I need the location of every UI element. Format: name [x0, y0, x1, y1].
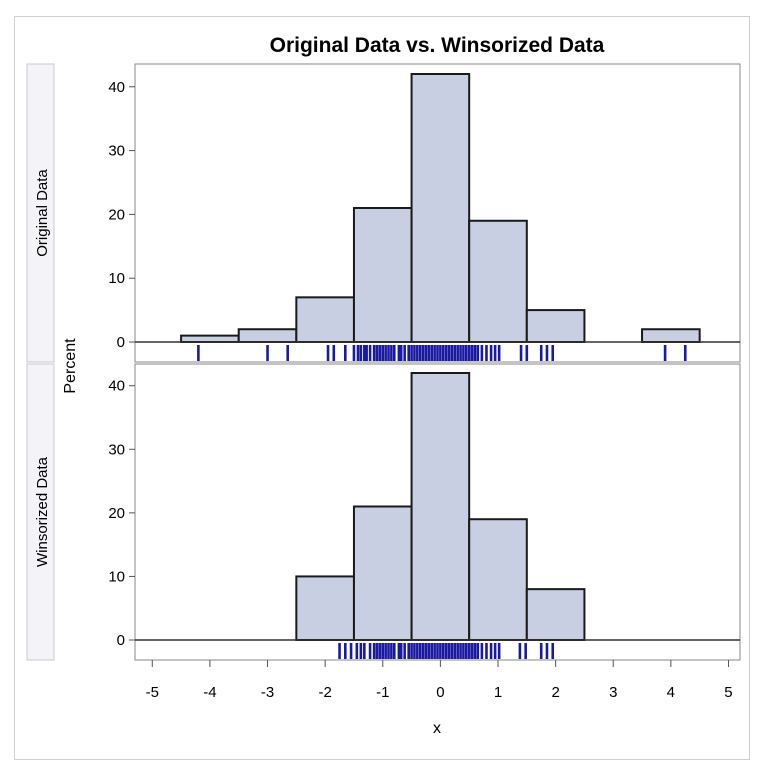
histogram-bar [525, 588, 586, 642]
x-axis: -5 -4 -3 -2 -1 0 1 2 3 4 5 [146, 660, 733, 701]
x-tick-label: 0 [436, 684, 444, 701]
row-label: Original Data [34, 169, 51, 257]
y-tick-label: 30 [108, 143, 125, 160]
histogram-bar [237, 328, 298, 344]
x-tick-label: -2 [318, 684, 331, 701]
histogram-bar [410, 372, 471, 641]
histogram-bar [641, 328, 701, 344]
x-tick-label: -4 [203, 684, 216, 701]
row-label-strip [26, 363, 55, 661]
y-axis-label: Percent [62, 338, 79, 394]
panel-border [134, 63, 741, 363]
row-label-strip [26, 63, 55, 363]
histogram-bar [180, 334, 240, 344]
y-tick-label: 30 [108, 441, 125, 458]
x-tick-label: 4 [667, 684, 675, 701]
histogram-bar [410, 73, 471, 343]
x-tick-label: -3 [261, 684, 274, 701]
y-tick-label: 0 [117, 334, 125, 351]
y-tick-label: 40 [108, 378, 125, 395]
histogram-bar [468, 219, 528, 343]
y-tick-label: 20 [108, 206, 125, 223]
x-tick-label: 1 [494, 684, 502, 701]
y-tick-label: 40 [108, 79, 125, 96]
x-tick-label: 3 [609, 684, 617, 701]
y-tick-label: 10 [108, 568, 125, 585]
panels: Original Data 0 10 20 30 40 Winsorized Data 0 10… [26, 63, 741, 661]
panel-original: Original Data 0 10 20 30 40 [26, 63, 741, 363]
histogram-bar [295, 296, 355, 344]
histogram-bar [352, 207, 413, 343]
histogram-bar [468, 518, 528, 642]
y-tick-label: 0 [117, 632, 125, 649]
histogram-bar [525, 309, 586, 344]
panel-winsorized: Winsorized Data 0 10 20 30 40 [26, 363, 741, 661]
x-tick-label: -5 [146, 684, 159, 701]
panel-border [134, 363, 741, 661]
chart-title: Original Data vs. Winsorized Data [270, 34, 605, 57]
x-tick-label: 5 [724, 684, 732, 701]
y-tick-label: 20 [108, 505, 125, 522]
histogram-bar [295, 575, 355, 642]
y-tick-label: 10 [108, 270, 125, 287]
row-label: Winsorized Data [34, 456, 51, 567]
x-tick-label: -1 [376, 684, 389, 701]
x-axis-label: x [433, 720, 441, 737]
histogram-bar [352, 505, 413, 641]
x-tick-label: 2 [551, 684, 559, 701]
